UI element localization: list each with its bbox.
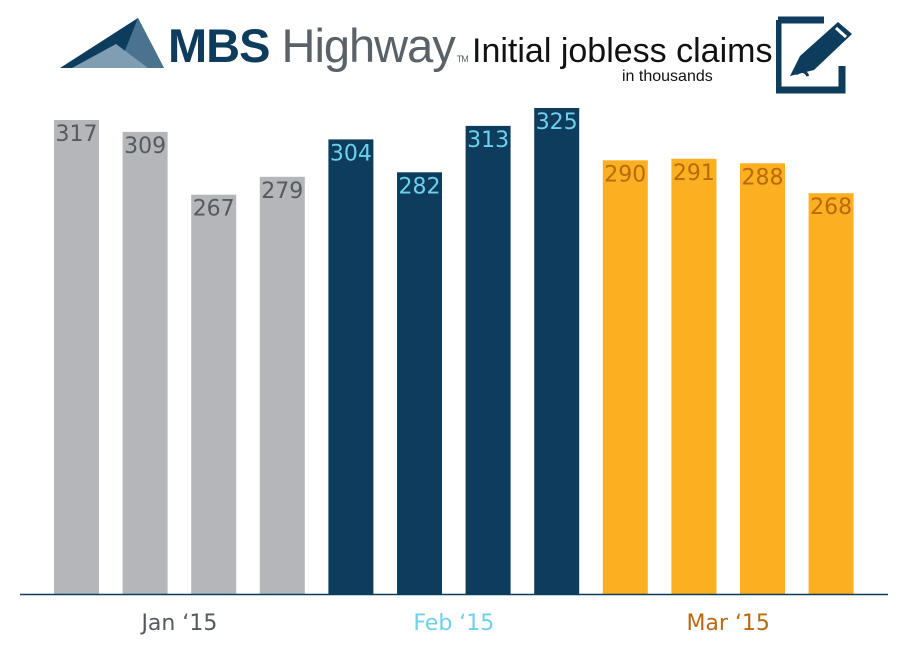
pen-document-icon [776, 16, 852, 94]
bar-value-label: 268 [810, 195, 852, 220]
month-label-jan: Jan ‘15 [139, 611, 217, 636]
bar-value-label: 267 [193, 197, 235, 222]
brand-name: MBS Highway TM [168, 19, 469, 72]
chart-title: Initial jobless claims [472, 32, 773, 70]
bar-jan-2 [122, 131, 168, 594]
bar-feb-1 [328, 139, 374, 594]
month-label-feb: Feb ‘15 [413, 611, 494, 636]
trademark-mark: TM [456, 54, 469, 64]
bar-feb-4 [534, 108, 580, 594]
brand-name-strong: MBS [168, 19, 270, 72]
bar-mar-4 [808, 193, 854, 594]
bar-value-label: 309 [124, 134, 166, 159]
bar-mar-2 [671, 158, 717, 595]
bar-value-label: 313 [467, 128, 509, 153]
chart-subtitle: in thousands [622, 68, 713, 85]
bar-value-label: 282 [399, 174, 441, 199]
bar-value-label: 291 [673, 161, 715, 186]
bar-value-label: 279 [261, 179, 303, 204]
bar-value-label: 290 [604, 162, 646, 187]
bar-value-label: 304 [330, 141, 372, 166]
bar-mar-3 [740, 163, 785, 595]
bar-value-label: 288 [742, 165, 784, 190]
month-label-mar: Mar ‘15 [686, 611, 770, 636]
bar-value-label: 325 [536, 110, 578, 135]
bar-feb-2 [397, 172, 442, 595]
bar-feb-3 [465, 125, 511, 595]
bar-value-label: 317 [56, 122, 98, 147]
bar-mar-1 [602, 160, 648, 595]
bar-jan-4 [259, 176, 305, 595]
brand-name-light: Highway [281, 19, 456, 72]
mountain-logo-icon [60, 18, 164, 68]
bar-jan-1 [54, 120, 99, 594]
bar-jan-3 [191, 194, 237, 594]
